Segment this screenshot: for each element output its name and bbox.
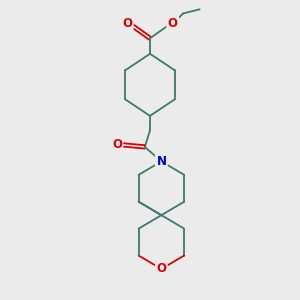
Text: O: O	[112, 138, 122, 151]
Text: N: N	[156, 155, 167, 168]
Text: O: O	[156, 262, 167, 275]
Text: O: O	[122, 17, 132, 30]
Text: O: O	[168, 17, 178, 30]
